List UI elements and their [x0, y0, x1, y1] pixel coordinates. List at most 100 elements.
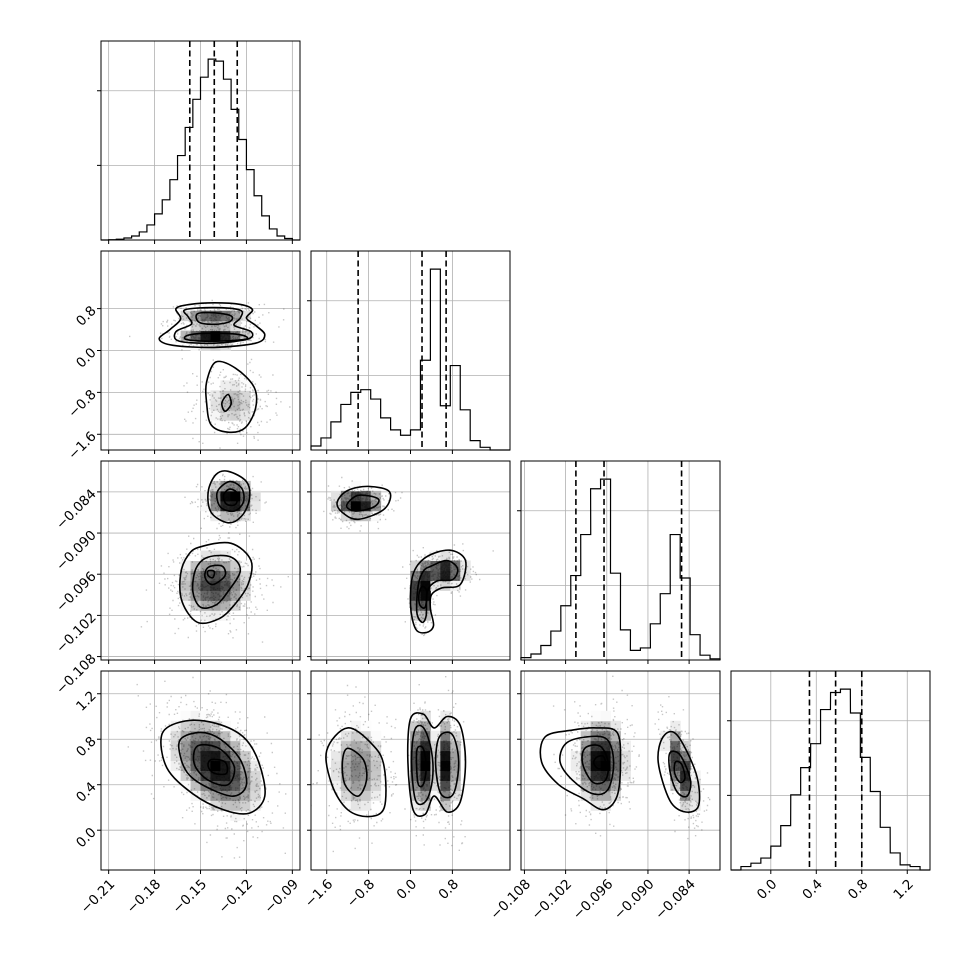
density-bin [680, 750, 691, 762]
density-bin [350, 800, 362, 811]
x-tick-label: −0.09 [261, 876, 302, 917]
y-tick-label: −0.108 [53, 651, 100, 698]
density-bin [440, 570, 451, 581]
density-bin [200, 330, 211, 342]
density-bin [250, 760, 261, 771]
density-bin [200, 780, 211, 791]
density-bin [170, 740, 182, 752]
density-bin [240, 400, 251, 411]
density-bin [410, 710, 421, 722]
density-bin [410, 780, 421, 791]
density-bin [620, 770, 631, 781]
density-bin [250, 490, 261, 502]
density-bin [410, 790, 421, 801]
contour-line [179, 541, 253, 625]
x-tick-label: −1.6 [302, 876, 336, 910]
density-bin [170, 750, 182, 762]
y-tick-label: −1.6 [65, 429, 99, 463]
density-bin [600, 790, 612, 801]
density-bin [190, 550, 201, 561]
density-bin [610, 780, 621, 791]
density-bin [600, 800, 612, 811]
density-bin [670, 760, 681, 771]
density-bin [600, 740, 612, 752]
density-bin [410, 720, 421, 732]
contour-line [592, 754, 607, 770]
density-bin [250, 500, 261, 512]
density-bin [220, 760, 231, 771]
density-bin [600, 730, 612, 742]
density-bin [410, 760, 421, 771]
density-bin [180, 780, 192, 791]
density-bin [220, 330, 231, 342]
density-bin [370, 760, 382, 771]
density-bin [190, 770, 201, 781]
density-bin [330, 770, 342, 781]
contour-line [434, 731, 460, 799]
density-bin [220, 750, 231, 762]
x-tick-label: −0.102 [529, 876, 576, 923]
density-bin [190, 340, 201, 351]
density-bin [220, 600, 231, 611]
density-bin [370, 780, 382, 791]
density-bin [240, 510, 251, 522]
density-bin [670, 730, 681, 742]
density-bin [350, 770, 362, 781]
density-bin [340, 790, 352, 801]
density-bin [580, 770, 592, 781]
density-bin [430, 550, 441, 561]
density-bin [240, 800, 251, 811]
density-bin [370, 490, 382, 502]
density-bin [190, 720, 201, 732]
density-bin [680, 780, 691, 791]
contour-line [345, 494, 380, 512]
x-tick-label: −0.096 [570, 876, 617, 923]
contour-line [221, 393, 232, 412]
density-bin [410, 770, 421, 781]
scatter-panel-1-2 [307, 460, 511, 664]
density-bin [440, 550, 451, 561]
density-bin [230, 410, 241, 421]
density-bin [590, 710, 602, 722]
density-bin [570, 750, 582, 762]
density-bin [220, 770, 231, 781]
x-tick-label: −0.084 [652, 876, 699, 923]
contour-line [215, 480, 245, 513]
axes-frame [520, 460, 721, 661]
density-bin [180, 740, 192, 752]
x-tick-label: 1.2 [890, 876, 917, 903]
contour-line [539, 727, 622, 811]
density-bin [180, 600, 192, 611]
density-bin [420, 720, 431, 732]
density-bin [340, 750, 352, 762]
density-bin [210, 570, 221, 581]
density-bin [210, 780, 221, 791]
density-bin [200, 580, 211, 591]
density-bin [420, 560, 431, 571]
density-bin [180, 580, 192, 591]
density-bin [660, 730, 671, 742]
density-bin [610, 760, 621, 771]
density-bin [340, 490, 352, 502]
density-bin [370, 750, 382, 762]
density-bin [230, 740, 241, 752]
density-bin [200, 320, 211, 332]
hist-panel-0 [97, 40, 301, 244]
y-tick-label: 0.8 [73, 734, 100, 761]
density-bin [230, 760, 241, 771]
y-tick-label: 1.2 [73, 688, 100, 715]
density-bin [610, 770, 621, 781]
density-bin [240, 740, 251, 752]
density-bin [230, 770, 241, 781]
density-bin [450, 580, 461, 591]
density-bin [180, 760, 192, 771]
contour-line [341, 747, 368, 797]
density-bin [170, 760, 182, 771]
density-bin [240, 810, 251, 821]
contour-line [222, 488, 239, 507]
density-bin [600, 720, 612, 732]
density-bin [220, 340, 231, 351]
density-bin [420, 730, 431, 742]
density-bin [210, 320, 221, 332]
